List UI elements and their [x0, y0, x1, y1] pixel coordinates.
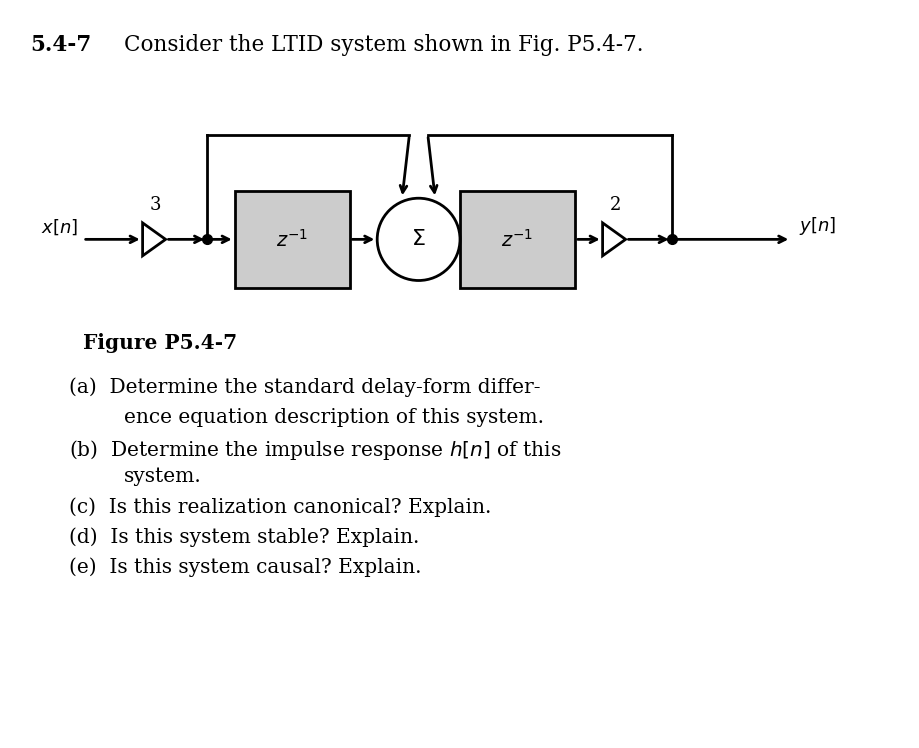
Text: 2: 2 [608, 196, 620, 214]
Text: (a)  Determine the standard delay-form differ-: (a) Determine the standard delay-form di… [69, 378, 540, 397]
Text: ence equation description of this system.: ence equation description of this system… [124, 408, 544, 426]
Text: (c)  Is this realization canonical? Explain.: (c) Is this realization canonical? Expla… [69, 497, 491, 517]
Text: $y[n]$: $y[n]$ [798, 215, 834, 237]
Text: 5.4-7: 5.4-7 [30, 34, 92, 55]
Bar [234, 191, 349, 288]
Text: (e)  Is this system causal? Explain.: (e) Is this system causal? Explain. [69, 557, 421, 577]
Text: system.: system. [124, 468, 202, 486]
Text: $x[n]$: $x[n]$ [41, 218, 78, 237]
Text: Figure P5.4-7: Figure P5.4-7 [83, 333, 237, 353]
Text: 3: 3 [150, 196, 161, 214]
Text: (d)  Is this system stable? Explain.: (d) Is this system stable? Explain. [69, 527, 419, 547]
Ellipse shape [377, 198, 460, 280]
Text: $z^{-1}$: $z^{-1}$ [501, 228, 533, 251]
Text: $z^{-1}$: $z^{-1}$ [276, 228, 308, 251]
Bar [460, 191, 574, 288]
Text: Consider the LTID system shown in Fig. P5.4-7.: Consider the LTID system shown in Fig. P… [124, 34, 643, 55]
Text: $\Sigma$: $\Sigma$ [411, 228, 425, 251]
Text: (b)  Determine the impulse response $h[n]$ of this: (b) Determine the impulse response $h[n]… [69, 438, 561, 462]
